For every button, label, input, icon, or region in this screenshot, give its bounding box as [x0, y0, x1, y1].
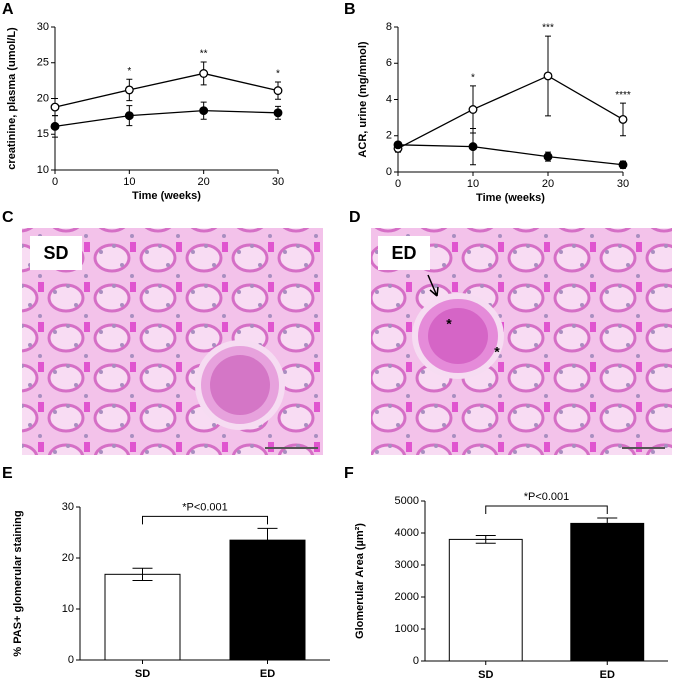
data-point [199, 69, 209, 78]
x-tick-label: SD [135, 668, 150, 679]
y-tick-label: 4 [386, 93, 392, 105]
image-annotation: * [494, 344, 500, 360]
x-tick-label: ED [600, 669, 615, 679]
error-bar [132, 567, 153, 581]
y-tick-label: 15 [37, 128, 49, 140]
data-point [543, 71, 553, 81]
x-tick-label: 10 [467, 178, 479, 190]
y-tick-label: 30 [37, 21, 49, 33]
series-line [397, 144, 624, 166]
x-tick-label: 10 [123, 176, 135, 188]
series-line [54, 110, 279, 128]
y-axis-label: Glomerular Area (µm²) [354, 523, 366, 639]
image-label: ED [391, 243, 416, 263]
bar [570, 522, 645, 662]
y-axis-label: ACR, urine (mg/mmol) [357, 41, 369, 157]
panel-label: C [2, 209, 14, 226]
image-annotation: * [446, 316, 452, 332]
x-tick-label: 30 [272, 176, 284, 188]
histology-image-ed: ED * * [371, 228, 672, 455]
y-tick-label: 0 [413, 655, 419, 667]
y-tick-label: 20 [62, 552, 74, 564]
significance-label: *P<0.001 [182, 501, 228, 513]
x-tick-label: 20 [542, 178, 554, 190]
data-point [124, 85, 134, 95]
significance-mark: **** [615, 90, 631, 101]
y-tick-label: 0 [386, 166, 392, 178]
series-line [397, 75, 624, 150]
data-point [199, 106, 209, 116]
y-tick-label: 0 [68, 654, 74, 666]
x-tick-label: 30 [617, 178, 629, 190]
significance-mark: * [127, 66, 131, 77]
bar [104, 573, 181, 661]
bar [229, 539, 306, 661]
y-tick-label: 25 [37, 57, 49, 69]
y-tick-label: 10 [37, 164, 49, 176]
y-tick-label: 6 [386, 57, 392, 69]
data-point [618, 114, 628, 124]
x-tick-label: SD [478, 669, 493, 679]
data-point [393, 140, 403, 150]
data-point [50, 102, 60, 112]
significance-bracket [142, 515, 268, 525]
series-line [54, 72, 279, 108]
significance-label: *P<0.001 [524, 491, 570, 503]
x-axis-label: Time (weeks) [132, 190, 201, 202]
y-tick-label: 5000 [395, 495, 419, 507]
data-point [273, 108, 283, 118]
panel-label: F [344, 465, 354, 482]
y-tick-label: 20 [37, 92, 49, 104]
y-tick-label: 1000 [395, 623, 419, 635]
y-tick-label: 2 [386, 130, 392, 142]
data-point [50, 121, 60, 131]
bar [448, 538, 523, 662]
y-tick-label: 2000 [395, 591, 419, 603]
significance-mark: *** [542, 23, 554, 34]
y-tick-label: 4000 [395, 527, 419, 539]
x-tick-label: 20 [198, 176, 210, 188]
significance-mark: ** [200, 49, 208, 60]
panel-label: D [349, 209, 361, 226]
error-bar [475, 535, 496, 544]
panel-label: E [2, 465, 13, 482]
data-point [543, 152, 553, 162]
y-axis-label: % PAS+ glomerular staining [12, 510, 24, 656]
panel-label: B [344, 1, 356, 18]
data-point [273, 86, 283, 96]
data-point [468, 105, 478, 114]
y-tick-label: 3000 [395, 559, 419, 571]
error-bar [597, 517, 618, 530]
significance-bracket [485, 505, 608, 514]
panel-label: A [2, 1, 14, 18]
significance-mark: * [276, 69, 280, 80]
x-tick-label: 0 [52, 176, 58, 188]
x-tick-label: 0 [395, 178, 401, 190]
x-axis-label: Time (weeks) [476, 192, 545, 204]
error-bar [257, 527, 278, 553]
y-tick-label: 10 [62, 603, 74, 615]
y-tick-label: 8 [386, 21, 392, 33]
data-point [618, 160, 628, 170]
y-axis-label: creatinine, plasma (umol/L) [6, 27, 18, 170]
x-tick-label: ED [260, 668, 275, 679]
data-point [124, 111, 134, 121]
significance-mark: * [471, 73, 475, 84]
image-label: SD [43, 243, 68, 263]
data-point [468, 142, 478, 152]
histology-image-sd: SD [22, 228, 323, 455]
y-tick-label: 30 [62, 501, 74, 513]
